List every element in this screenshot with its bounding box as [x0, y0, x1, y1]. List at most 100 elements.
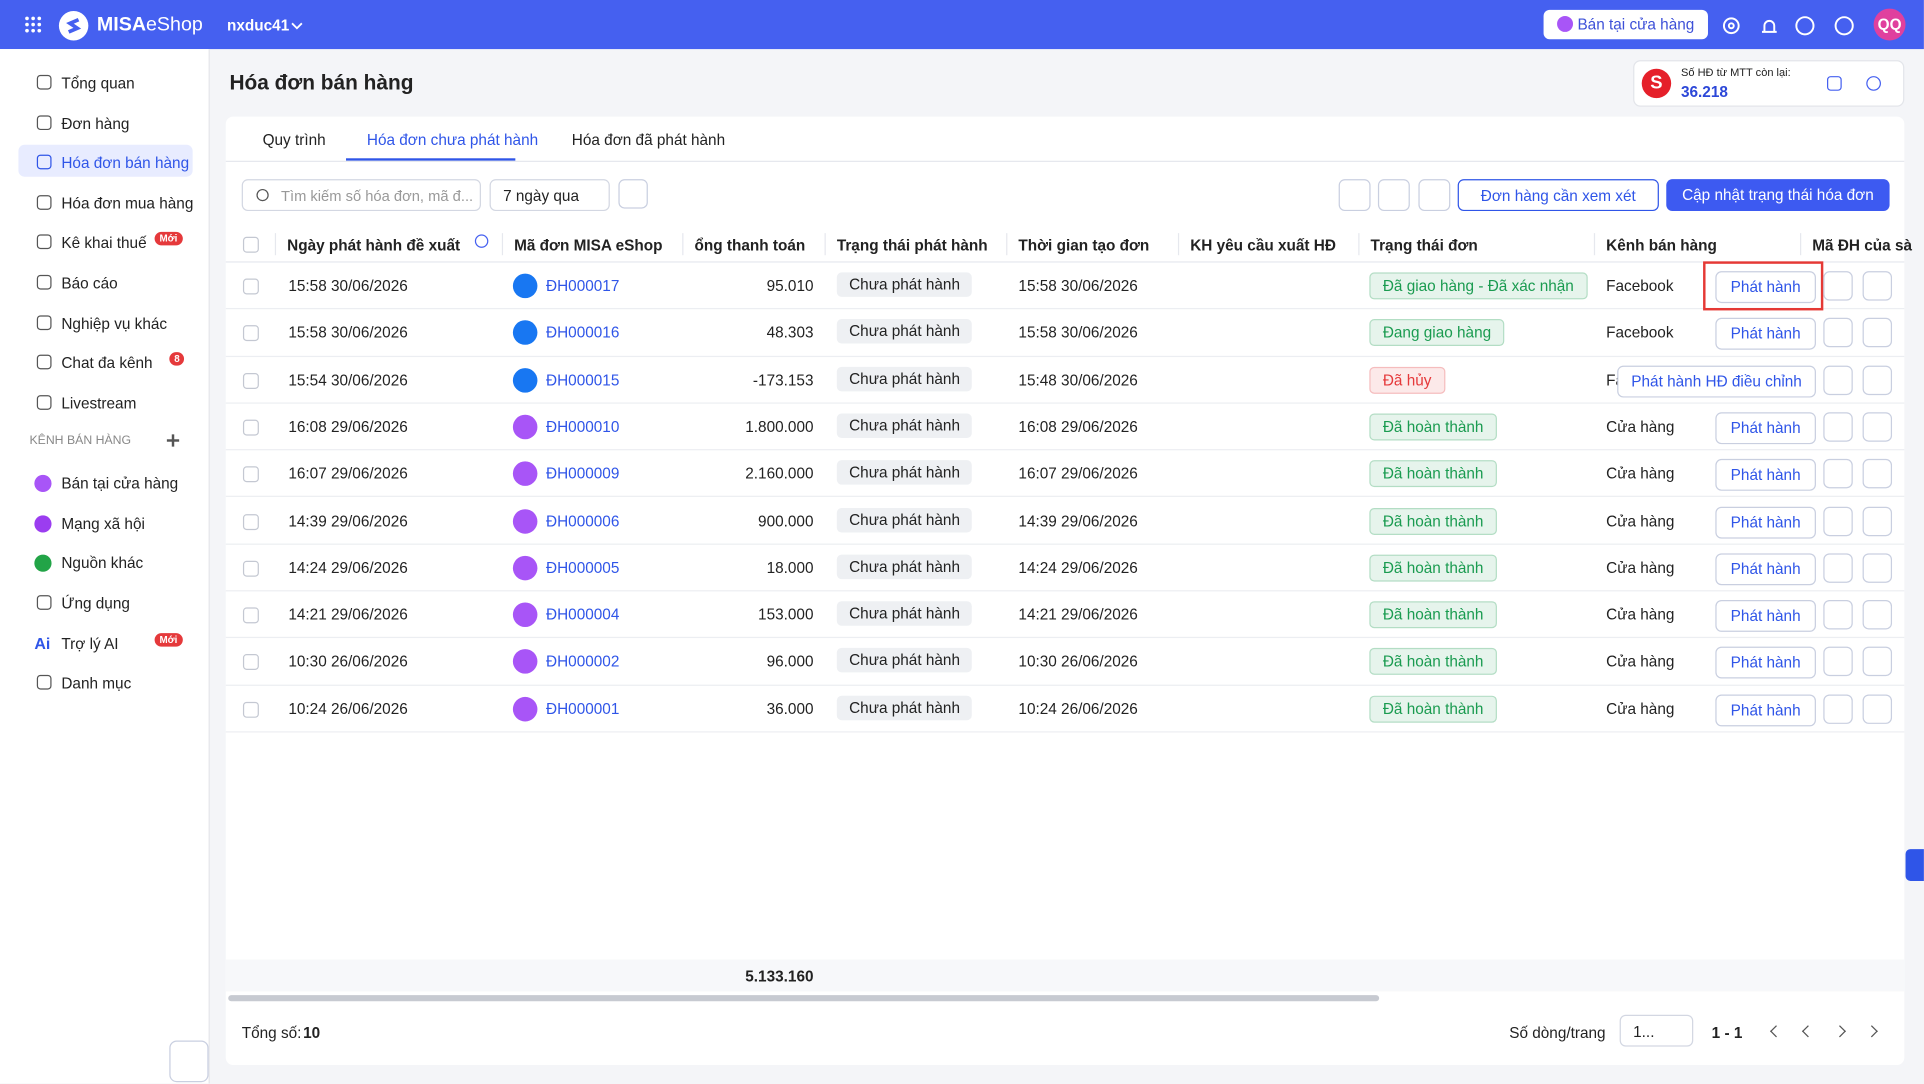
column-divider [1006, 233, 1008, 256]
quota-settings-icon[interactable] [1866, 76, 1881, 91]
cell-order-code[interactable]: ĐH000006 [546, 512, 620, 530]
checkbox[interactable] [242, 372, 259, 389]
tab[interactable]: Quy trình [262, 131, 326, 149]
edit-button[interactable] [1823, 365, 1853, 395]
checkbox[interactable] [242, 560, 259, 577]
action-button[interactable]: Phát hành [1715, 647, 1816, 680]
action-button[interactable]: Phát hành [1715, 318, 1816, 351]
checkbox[interactable] [242, 236, 259, 253]
edit-button[interactable] [1823, 553, 1853, 583]
issue-status-badge: Chưa phát hành [836, 695, 973, 720]
update-button[interactable]: Cập nhật trạng thái hóa đơn [1666, 179, 1890, 212]
view-button[interactable] [1862, 365, 1893, 395]
side-toggle[interactable] [1905, 849, 1924, 881]
edit-button[interactable] [1823, 271, 1853, 301]
period-select[interactable]: 7 ngày qua [489, 179, 610, 212]
view-button[interactable] [1862, 412, 1893, 442]
view-button[interactable] [1862, 600, 1893, 630]
menu-item[interactable]: Livestream [61, 394, 137, 413]
tab[interactable]: Hóa đơn đã phát hành [571, 131, 726, 149]
action-button[interactable]: Phát hành [1715, 600, 1816, 633]
menu-item[interactable]: Mạng xã hội [61, 514, 145, 533]
action-button[interactable]: Phát hành HĐ điều chỉnh [1617, 365, 1816, 398]
store-button[interactable]: Bán tại cửa hàng [1543, 9, 1708, 40]
search-box[interactable]: Tìm kiếm số hóa đơn, mã đ... [241, 179, 481, 212]
avatar[interactable]: QQ [1873, 8, 1906, 41]
cell-order-code[interactable]: ĐH000010 [546, 418, 620, 436]
action-button[interactable]: Phát hành [1715, 506, 1816, 539]
tab[interactable]: Hóa đơn chưa phát hành [366, 131, 539, 149]
view-button[interactable] [1862, 647, 1893, 677]
cell-order-code[interactable]: ĐH000009 [546, 465, 620, 483]
view-button[interactable] [1862, 694, 1893, 724]
shop-name[interactable]: nxduc41 [226, 17, 290, 35]
checkbox[interactable] [242, 466, 259, 483]
view-button[interactable] [1862, 506, 1893, 536]
checkbox[interactable] [242, 701, 259, 718]
action-button[interactable]: Phát hành [1715, 553, 1816, 586]
edit-button[interactable] [1823, 412, 1853, 442]
cell-created: 14:39 29/06/2026 [1018, 512, 1138, 530]
edit-button[interactable] [1823, 459, 1853, 489]
checkbox[interactable] [242, 419, 259, 436]
menu-item[interactable]: Nghiệp vụ khác [61, 314, 168, 333]
apps-icon[interactable] [25, 16, 42, 33]
edit-button[interactable] [1823, 694, 1853, 724]
cell-order-code[interactable]: ĐH000004 [546, 606, 620, 624]
action-button[interactable]: Phát hành [1715, 459, 1816, 492]
menu-item[interactable]: Chat đa kênh [61, 354, 153, 373]
action-button[interactable]: Phát hành [1715, 412, 1816, 445]
view-button[interactable] [1862, 553, 1893, 583]
menu-item[interactable]: Đơn hàng [61, 114, 130, 133]
cell-order-code[interactable]: ĐH000016 [546, 324, 620, 342]
menu-icon [36, 114, 52, 130]
tool-icon-button[interactable] [1377, 179, 1410, 212]
collapse-button[interactable] [169, 1040, 209, 1083]
edit-button[interactable] [1823, 318, 1853, 348]
view-button[interactable] [1862, 318, 1893, 348]
menu-item[interactable]: Hóa đơn bán hàng [61, 154, 190, 173]
pager-button[interactable] [1865, 1025, 1878, 1038]
filter-button[interactable] [618, 179, 648, 209]
menu-item[interactable]: Hóa đơn mua hàng [61, 194, 194, 213]
action-button[interactable]: Phát hành [1715, 694, 1816, 727]
checkbox[interactable] [242, 278, 259, 295]
quota-doc-icon[interactable] [1827, 76, 1842, 91]
view-button[interactable] [1862, 271, 1893, 301]
pager-button[interactable] [1801, 1025, 1815, 1038]
issue-status-badge: Chưa phát hành [836, 272, 973, 297]
menu-item[interactable]: Bán tại cửa hàng [61, 474, 179, 493]
review-button[interactable]: Đơn hàng cần xem xét [1457, 179, 1659, 212]
menu-item[interactable]: Danh mục [61, 675, 132, 693]
cell-order-code[interactable]: ĐH000015 [546, 371, 620, 389]
checkbox[interactable] [242, 607, 259, 624]
menu-item[interactable]: Kê khai thuế [61, 234, 147, 253]
menu-item[interactable]: Trợ lý AI [61, 635, 119, 653]
checkbox[interactable] [242, 654, 259, 671]
menu-item[interactable]: Ứng dụng [61, 595, 130, 613]
tool-icon-button[interactable] [1418, 179, 1451, 212]
action-button[interactable]: Phát hành [1715, 271, 1816, 304]
page-size-select[interactable]: 1... [1619, 1014, 1694, 1047]
edit-button[interactable] [1823, 506, 1853, 536]
period-label: 7 ngày qua [503, 187, 579, 205]
cell-order-code[interactable]: ĐH000002 [546, 653, 620, 671]
edit-button[interactable] [1823, 600, 1853, 630]
logo-icon [58, 11, 89, 41]
menu-item[interactable]: Nguồn khác [61, 554, 144, 573]
tool-icon-button[interactable] [1338, 179, 1371, 212]
header-icons[interactable] [1720, 13, 1867, 38]
cell-order-code[interactable]: ĐH000005 [546, 559, 620, 577]
cell-order-code[interactable]: ĐH000017 [546, 277, 620, 295]
edit-button[interactable] [1823, 647, 1853, 677]
pager-button[interactable] [1770, 1025, 1783, 1038]
column-header: Kênh bán hàng [1606, 236, 1717, 254]
pager-button[interactable] [1833, 1025, 1846, 1038]
menu-item[interactable]: Tổng quan [61, 74, 135, 93]
cell-order-code[interactable]: ĐH000001 [546, 700, 620, 718]
checkbox[interactable] [242, 513, 259, 530]
menu-item[interactable]: Báo cáo [61, 274, 118, 293]
checkbox[interactable] [242, 325, 259, 342]
cell-date: 14:24 29/06/2026 [288, 559, 408, 577]
view-button[interactable] [1862, 459, 1893, 489]
